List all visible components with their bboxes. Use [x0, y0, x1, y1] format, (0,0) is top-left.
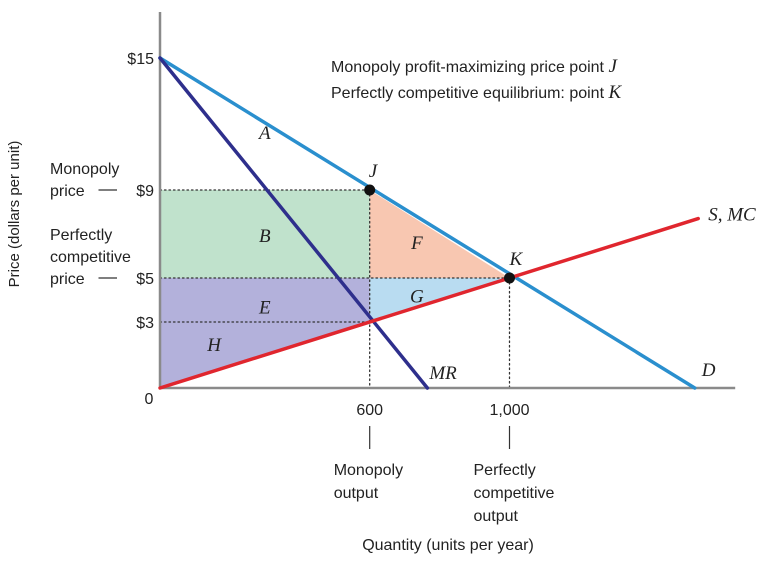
point-j	[364, 184, 376, 196]
points	[364, 184, 515, 284]
area-label-g: G	[410, 287, 424, 308]
point-label-j: J	[369, 161, 379, 182]
y-tick-label-15: $15	[127, 51, 154, 68]
y-axis-title: Price (dollars per unit)	[6, 141, 23, 288]
series-line-s-mc	[158, 216, 700, 390]
axes	[158, 12, 736, 390]
area-label-b: B	[259, 226, 271, 247]
labels: Price (dollars per unit) Quantity (units…	[6, 51, 756, 554]
y-tick-caption-5-3: price	[50, 271, 85, 288]
shaded-areas	[160, 190, 510, 388]
y-tick-label-3: $3	[136, 315, 154, 332]
y-tick-label-9: $9	[136, 183, 154, 200]
x-tick-caption-1-000-2: competitive	[474, 485, 555, 502]
area-f	[369, 190, 510, 278]
x-tick-caption-1-000-3: output	[474, 508, 519, 525]
point-label-k: K	[509, 249, 524, 270]
origin-label: 0	[145, 391, 154, 408]
note-line-2: Perfectly competitive equilibrium: point…	[331, 82, 622, 103]
x-tick-caption-1-000-1: Perfectly	[474, 462, 536, 479]
y-tick-label-5: $5	[136, 271, 154, 288]
series-label-d: D	[701, 360, 716, 381]
y-tick-caption-5-1: Perfectly	[50, 227, 112, 244]
x-tick-label-1-000: 1,000	[489, 402, 529, 419]
area-label-a: A	[257, 123, 271, 144]
series-line-mr	[158, 56, 430, 390]
x-tick-label-600: 600	[356, 402, 383, 419]
note-line-1: Monopoly profit-maximizing price point J	[331, 56, 618, 77]
y-tick-caption-5-2: competitive	[50, 249, 131, 266]
area-label-f: F	[410, 233, 423, 254]
area-label-e: E	[258, 298, 271, 319]
curves	[158, 56, 700, 390]
series-line-d	[158, 56, 697, 390]
x-axis-title: Quantity (units per year)	[362, 537, 534, 554]
area-label-h: H	[206, 335, 222, 356]
point-k	[504, 272, 515, 284]
x-tick-caption-600-1: Monopoly	[334, 462, 403, 479]
y-tick-caption-9-1: Monopoly	[50, 161, 119, 178]
area-b	[160, 190, 370, 278]
y-tick-caption-9-2: price	[50, 183, 85, 200]
series-label-mr: MR	[428, 363, 457, 384]
x-tick-caption-600-2: output	[334, 485, 379, 502]
series-label-s-mc: S, MC	[708, 205, 756, 226]
